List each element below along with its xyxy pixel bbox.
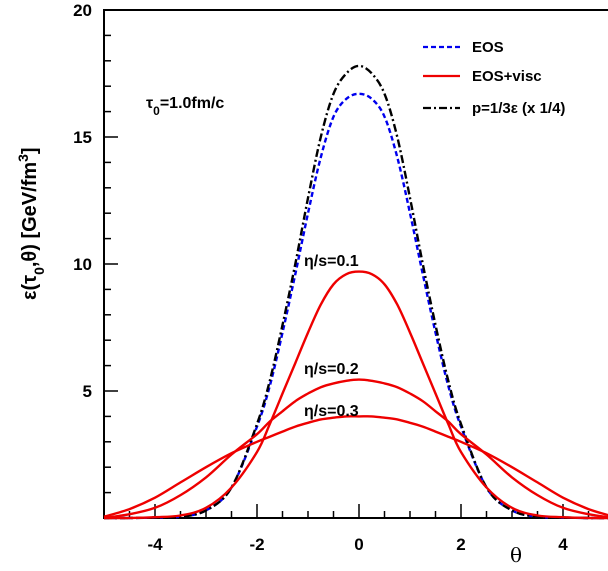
series-line-η/s=0.1 [103,270,608,520]
y-tick-label: 20 [73,1,92,20]
y-axis-label-sub: 0 [31,267,47,275]
tau0-annotation: τ0=1.0fm/c [146,95,224,118]
series-layer [103,64,608,520]
x-axis-label: θ [510,543,522,567]
y-tick-label: 15 [73,128,92,147]
legend-label-conformal: p=1/3ε (x 1/4) [472,100,565,117]
x-tick-label: -2 [249,535,264,554]
x-tick-label: 2 [456,535,465,554]
y-tick-label: 5 [83,382,92,401]
x-tick-label: 0 [354,535,363,554]
legend: EOS EOS+visc p=1/3ε (x 1/4) [423,39,565,117]
legend-label-eos: EOS [472,39,504,56]
series-line-η/s=0.2 [103,378,608,520]
x-axis-ticks: -4 -2 0 2 4 [103,504,590,554]
y-axis-label-mid: ,θ) [GeV/fm [19,162,41,267]
y-axis-ticks: 5 10 15 20 [73,1,118,519]
y-axis-label-sup: 3 [15,154,31,162]
y-axis-label-main: ε(τ [19,275,41,300]
y-axis-label-end: ] [19,147,41,154]
series-line-p=1/3ε (x 1/4) [103,64,608,520]
x-tick-label: 4 [558,535,568,554]
eta-annotation-0.2: η/s=0.2 [304,361,359,378]
y-tick-label: 10 [73,255,92,274]
eta-annotation-0.3: η/s=0.3 [304,403,359,420]
series-line-EOS [103,92,608,520]
tau0-subscript: 0 [153,104,160,118]
y-axis-label: ε(τ0,θ) [GeV/fm3] [15,147,47,300]
tau0-symbol: τ [146,95,153,112]
legend-label-eos-visc: EOS+visc [472,68,542,85]
tau0-value: =1.0fm/c [160,95,225,112]
x-tick-label: -4 [147,535,163,554]
series-line-η/s=0.3 [103,415,608,518]
eta-annotation-0.1: η/s=0.1 [304,253,359,270]
